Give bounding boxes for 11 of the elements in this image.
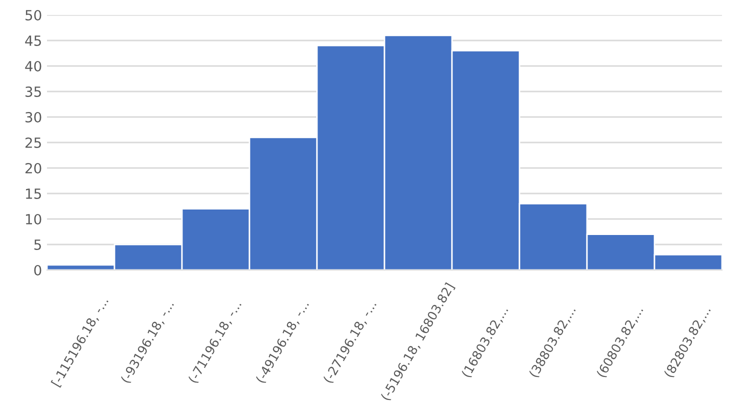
y-tick-label: 10 (26, 214, 42, 224)
y-tick-label: 50 (26, 10, 42, 20)
y-tick-label: 25 (25, 137, 41, 148)
y-tick-label: 0 (34, 264, 42, 276)
y-tick-label: 35 (26, 86, 41, 97)
y-tick-label: 15 (26, 188, 41, 199)
y-tick-label: 5 (34, 240, 41, 250)
y-tick-label: 45 (25, 36, 41, 46)
y-tick-label: 40 (25, 60, 42, 72)
y-tick-label: 30 (26, 112, 42, 122)
y-tick-label: 20 (25, 162, 42, 174)
